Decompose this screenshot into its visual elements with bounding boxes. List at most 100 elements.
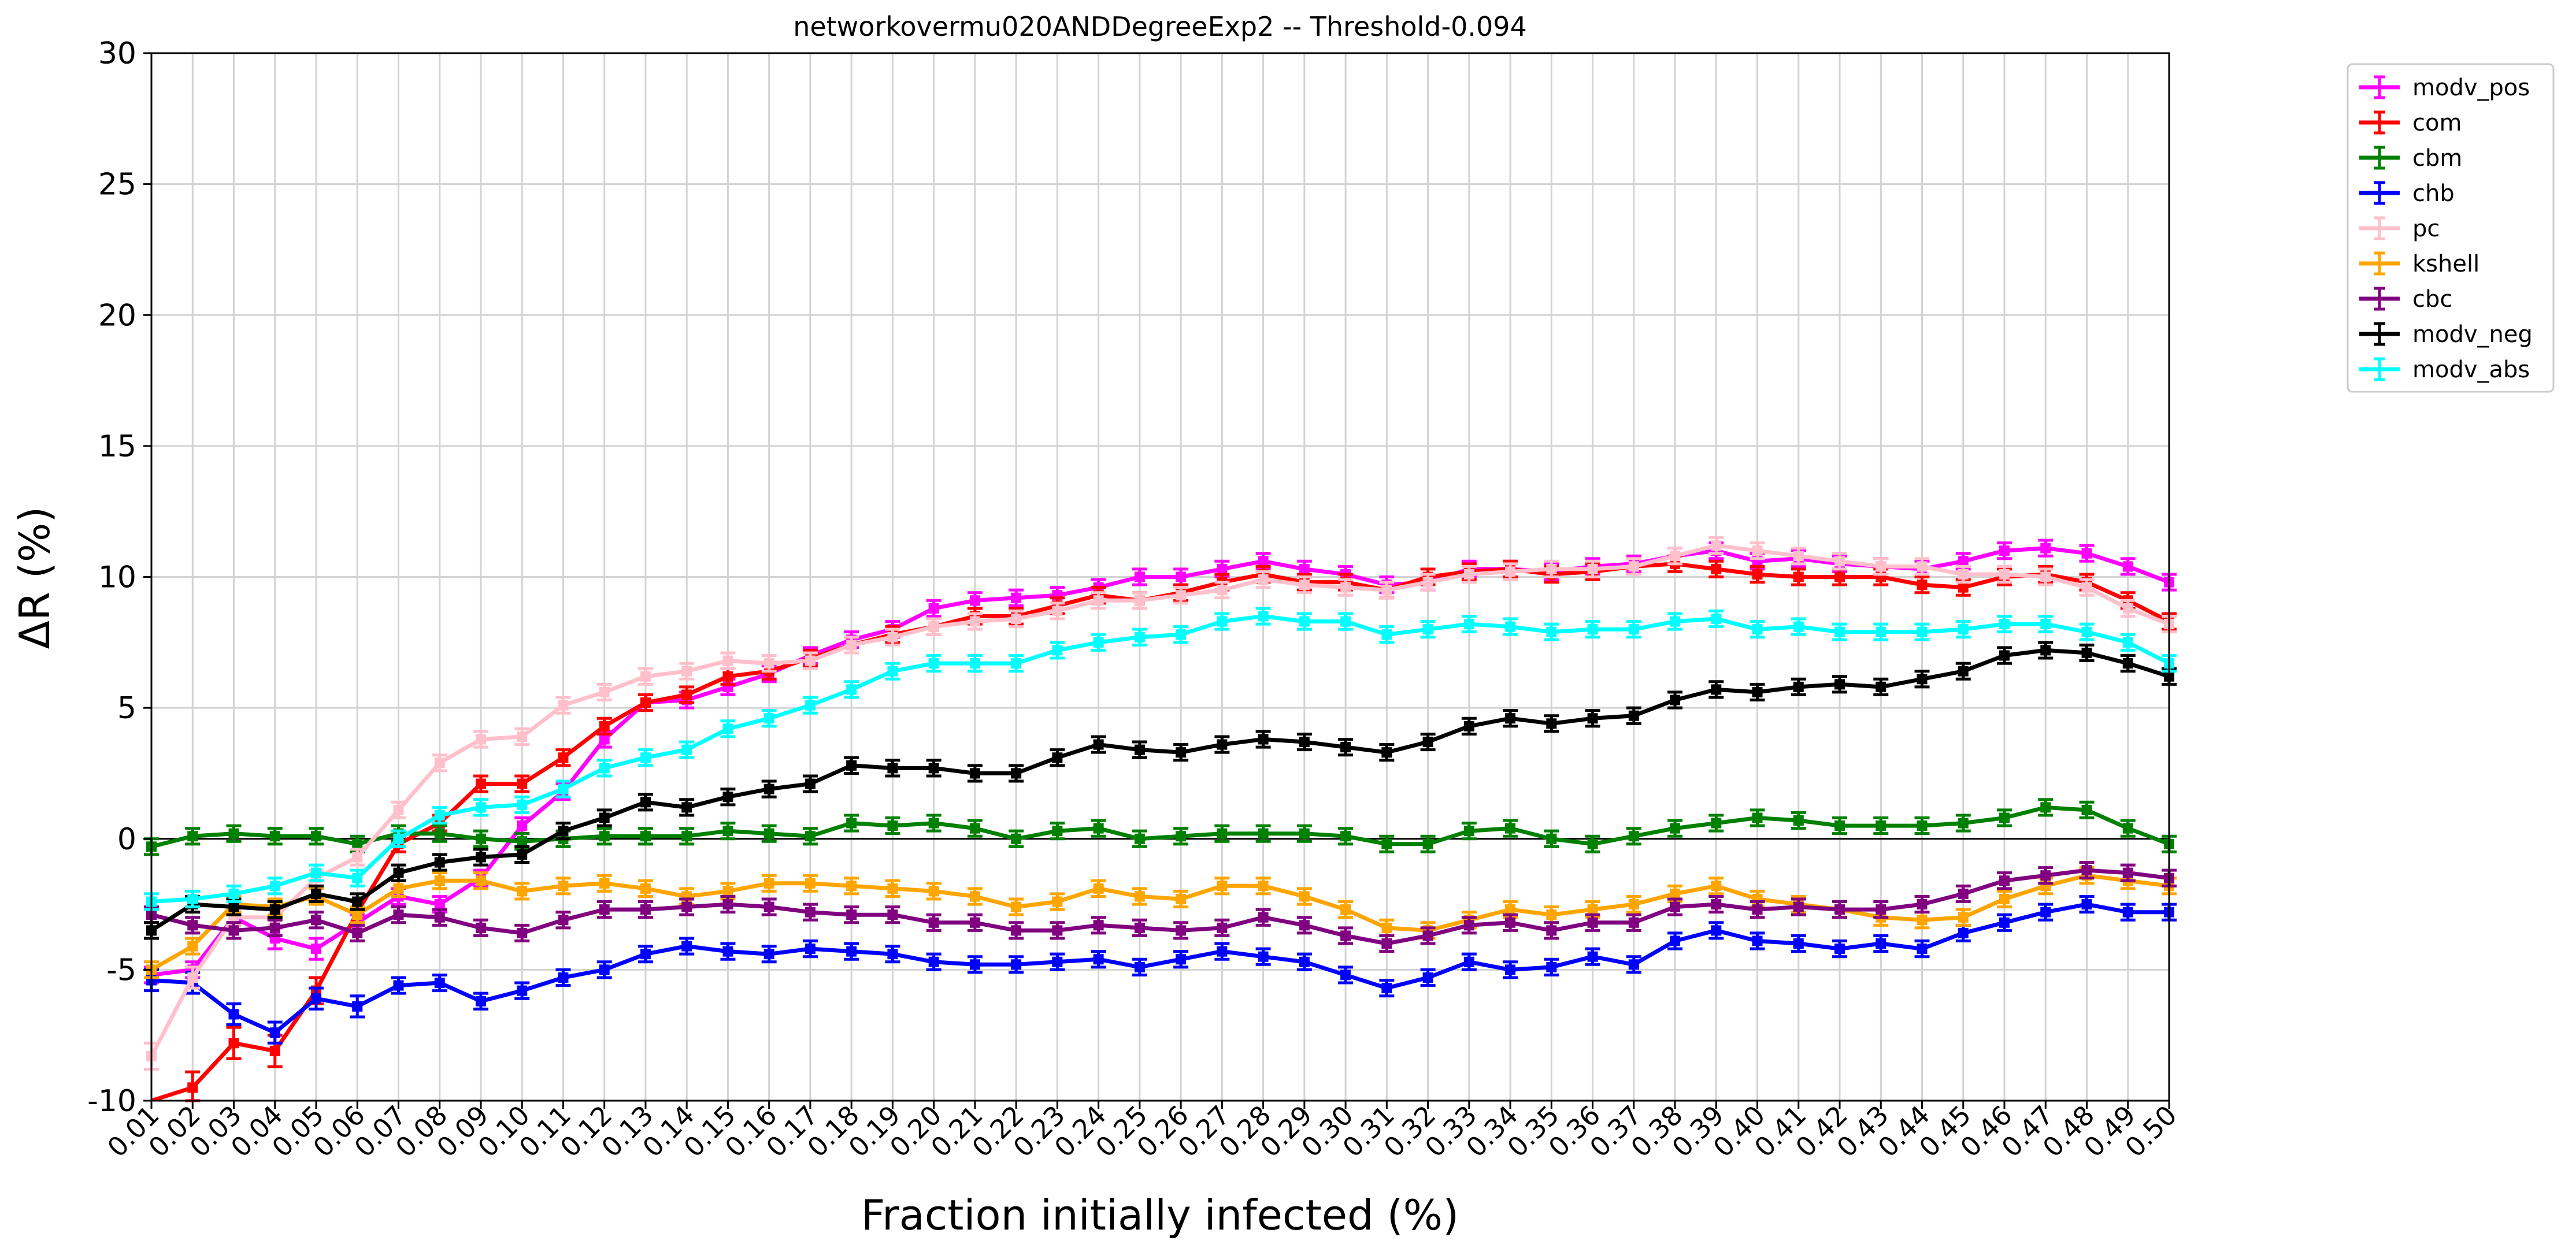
y-tick-label: 15 <box>98 429 136 464</box>
data-point-cbc <box>846 909 857 920</box>
legend-item-chb: chb <box>2359 180 2455 207</box>
data-point-kshell <box>887 883 898 894</box>
data-point-chb <box>310 993 321 1004</box>
data-point-cbc <box>434 912 445 923</box>
data-point-cbc <box>1917 899 1928 910</box>
data-point-modv_pos <box>599 734 610 745</box>
data-point-cbm <box>1258 828 1269 839</box>
data-point-kshell <box>1381 922 1392 933</box>
data-point-cbm <box>310 831 321 842</box>
data-point-modv_abs <box>1463 619 1474 630</box>
legend-label: pc <box>2412 216 2440 242</box>
data-point-kshell <box>1258 881 1269 892</box>
data-point-cbc <box>1217 922 1228 933</box>
data-point-modv_neg <box>2081 647 2092 658</box>
data-point-cbm <box>1217 828 1228 839</box>
data-point-pc <box>1670 551 1681 562</box>
data-point-modv_neg <box>1093 739 1104 750</box>
data-point-modv_neg <box>805 778 816 789</box>
data-point-pc <box>1422 577 1433 588</box>
data-point-cbc <box>2040 870 2051 881</box>
data-point-cbc <box>928 917 939 928</box>
data-point-modv_neg <box>640 797 651 808</box>
data-point-cbc <box>1958 888 1969 899</box>
data-point-pc <box>1505 566 1516 577</box>
data-point-modv_abs <box>681 744 692 755</box>
data-point-modv_abs <box>1422 624 1433 635</box>
data-point-com <box>1752 569 1763 580</box>
data-point-chb <box>599 964 610 975</box>
data-point-kshell <box>1958 912 1969 923</box>
y-tick-label: -10 <box>87 1084 136 1119</box>
data-point-chb <box>1958 927 1969 938</box>
data-point-pc <box>928 621 939 632</box>
data-point-cbc <box>1340 930 1351 941</box>
data-point-modv_abs <box>1793 621 1804 632</box>
data-point-modv_abs <box>846 684 857 695</box>
data-point-chb <box>269 1027 280 1038</box>
data-point-pc <box>969 616 980 627</box>
data-point-pc <box>1463 569 1474 580</box>
data-point-com <box>599 721 610 731</box>
data-point-pc <box>1876 561 1886 572</box>
data-point-com <box>1711 563 1722 574</box>
data-point-kshell <box>1917 915 1928 926</box>
data-point-cbm <box>1711 818 1722 829</box>
data-point-modv_pos <box>1958 556 1969 567</box>
data-point-pc <box>846 640 857 651</box>
data-point-kshell <box>187 941 198 952</box>
data-point-cbm <box>517 836 528 847</box>
data-point-chb <box>1093 954 1104 965</box>
data-point-chb <box>1876 938 1886 949</box>
data-point-modv_neg <box>1917 674 1928 685</box>
legend-label: chb <box>2412 180 2455 207</box>
data-point-modv_neg <box>1381 747 1392 758</box>
data-point-chb <box>2040 907 2051 918</box>
data-point-modv_abs <box>1217 616 1228 627</box>
data-point-modv_pos <box>1299 563 1310 574</box>
data-point-cbc <box>1793 901 1804 912</box>
data-point-modv_abs <box>763 713 774 724</box>
data-point-modv_pos <box>1011 592 1022 603</box>
data-point-modv_neg <box>228 901 239 912</box>
data-point-kshell <box>599 878 610 889</box>
data-point-pc <box>1711 540 1722 551</box>
data-point-cbc <box>393 909 404 920</box>
series-cbm <box>144 798 2177 856</box>
data-point-cbc <box>1052 925 1063 936</box>
data-point-kshell <box>640 883 651 894</box>
data-point-cbm <box>763 828 774 839</box>
data-point-modv_abs <box>1134 632 1145 643</box>
data-point-modv_pos <box>2122 561 2133 572</box>
data-point-chb <box>887 949 898 960</box>
data-point-com <box>517 778 528 789</box>
data-point-cbc <box>269 922 280 933</box>
data-point-modv_neg <box>269 904 280 915</box>
data-point-cbm <box>1381 838 1392 849</box>
data-point-cbm <box>1628 831 1639 842</box>
data-point-pc <box>2122 603 2133 614</box>
data-point-cbm <box>969 823 980 834</box>
data-point-chb <box>969 959 980 970</box>
data-point-modv_neg <box>1176 747 1187 758</box>
data-point-modv_abs <box>599 763 610 774</box>
data-point-chb <box>558 972 569 983</box>
data-point-modv_pos <box>928 603 939 614</box>
data-point-modv_abs <box>310 867 321 878</box>
data-point-pc <box>887 632 898 643</box>
data-point-cbm <box>434 828 445 839</box>
data-point-chb <box>1711 925 1722 936</box>
data-point-modv_neg <box>1628 710 1639 721</box>
data-point-modv_abs <box>2040 619 2051 630</box>
data-point-com <box>187 1082 198 1093</box>
data-point-cbm <box>1546 833 1557 844</box>
data-point-chb <box>1628 959 1639 970</box>
data-point-cbc <box>1463 920 1474 931</box>
data-point-chb <box>1587 951 1598 962</box>
data-point-modv_abs <box>1340 616 1351 627</box>
data-point-modv_abs <box>269 881 280 892</box>
data-point-pc <box>187 972 198 983</box>
data-point-modv_neg <box>1876 681 1886 692</box>
data-point-modv_abs <box>434 809 445 820</box>
